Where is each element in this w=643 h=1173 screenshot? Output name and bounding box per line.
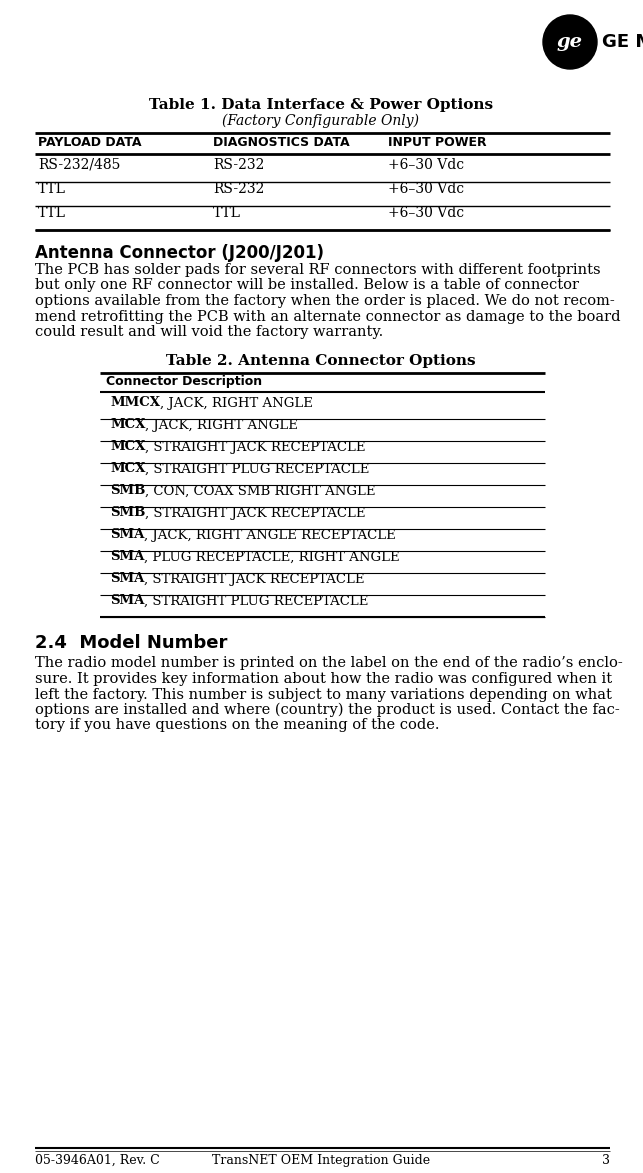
- Text: , CON, COAX SMB RIGHT ANGLE: , CON, COAX SMB RIGHT ANGLE: [145, 484, 376, 497]
- Text: options are installed and where (country) the product is used. Contact the fac-: options are installed and where (country…: [35, 703, 620, 718]
- Text: Table 2. Antenna Connector Options: Table 2. Antenna Connector Options: [166, 354, 476, 368]
- Text: SMA: SMA: [110, 550, 145, 563]
- Text: TransNET OEM Integration Guide: TransNET OEM Integration Guide: [212, 1154, 430, 1167]
- Text: 3: 3: [602, 1154, 610, 1167]
- Text: ge: ge: [557, 33, 583, 50]
- Text: SMA: SMA: [110, 595, 145, 608]
- Text: MCX: MCX: [110, 441, 145, 454]
- Text: sure. It provides key information about how the radio was configured when it: sure. It provides key information about …: [35, 672, 612, 686]
- Text: , JACK, RIGHT ANGLE: , JACK, RIGHT ANGLE: [160, 396, 313, 409]
- Text: SMA: SMA: [110, 572, 145, 585]
- Text: RS-232: RS-232: [213, 158, 264, 172]
- Text: but only one RF connector will be installed. Below is a table of connector: but only one RF connector will be instal…: [35, 278, 579, 292]
- Text: TTL: TTL: [38, 206, 66, 221]
- Text: (Factory Configurable Only): (Factory Configurable Only): [222, 114, 419, 128]
- Text: MMCX: MMCX: [110, 396, 160, 409]
- Text: RS-232/485: RS-232/485: [38, 158, 120, 172]
- Text: 2.4  Model Number: 2.4 Model Number: [35, 635, 228, 652]
- Text: , STRAIGHT PLUG RECEPTACLE: , STRAIGHT PLUG RECEPTACLE: [145, 462, 370, 475]
- Ellipse shape: [543, 15, 597, 69]
- Text: could result and will void the factory warranty.: could result and will void the factory w…: [35, 325, 383, 339]
- Text: TTL: TTL: [213, 206, 241, 221]
- Text: Table 1. Data Interface & Power Options: Table 1. Data Interface & Power Options: [149, 99, 493, 111]
- Text: TTL: TTL: [38, 182, 66, 196]
- Text: , STRAIGHT JACK RECEPTACLE: , STRAIGHT JACK RECEPTACLE: [145, 507, 366, 520]
- Text: PAYLOAD DATA: PAYLOAD DATA: [38, 136, 141, 149]
- Text: The PCB has solder pads for several RF connectors with different footprints: The PCB has solder pads for several RF c…: [35, 263, 601, 277]
- Text: , JACK, RIGHT ANGLE: , JACK, RIGHT ANGLE: [145, 419, 298, 432]
- Text: MCX: MCX: [110, 419, 145, 432]
- Text: +6–30 Vdc: +6–30 Vdc: [388, 182, 464, 196]
- Text: tory if you have questions on the meaning of the code.: tory if you have questions on the meanin…: [35, 719, 440, 732]
- Text: , STRAIGHT JACK RECEPTACLE: , STRAIGHT JACK RECEPTACLE: [145, 441, 366, 454]
- Text: +6–30 Vdc: +6–30 Vdc: [388, 158, 464, 172]
- Text: Antenna Connector (J200/J201): Antenna Connector (J200/J201): [35, 244, 324, 262]
- Text: mend retrofitting the PCB with an alternate connector as damage to the board: mend retrofitting the PCB with an altern…: [35, 310, 620, 324]
- Text: , JACK, RIGHT ANGLE RECEPTACLE: , JACK, RIGHT ANGLE RECEPTACLE: [145, 529, 396, 542]
- Text: GE MDS: GE MDS: [602, 33, 643, 50]
- Text: , STRAIGHT JACK RECEPTACLE: , STRAIGHT JACK RECEPTACLE: [145, 572, 365, 585]
- Text: RS-232: RS-232: [213, 182, 264, 196]
- Text: left the factory. This number is subject to many variations depending on what: left the factory. This number is subject…: [35, 687, 612, 701]
- Text: The radio model number is printed on the label on the end of the radio’s enclo-: The radio model number is printed on the…: [35, 657, 623, 671]
- Text: SMB: SMB: [110, 507, 145, 520]
- Text: SMA: SMA: [110, 529, 145, 542]
- Text: +6–30 Vdc: +6–30 Vdc: [388, 206, 464, 221]
- Text: SMB: SMB: [110, 484, 145, 497]
- Text: , PLUG RECEPTACLE, RIGHT ANGLE: , PLUG RECEPTACLE, RIGHT ANGLE: [145, 550, 400, 563]
- Text: MCX: MCX: [110, 462, 145, 475]
- Text: INPUT POWER: INPUT POWER: [388, 136, 487, 149]
- Text: , STRAIGHT PLUG RECEPTACLE: , STRAIGHT PLUG RECEPTACLE: [145, 595, 368, 608]
- Text: Connector Description: Connector Description: [106, 375, 262, 388]
- Text: 05-3946A01, Rev. C: 05-3946A01, Rev. C: [35, 1154, 159, 1167]
- Text: options available from the factory when the order is placed. We do not recom-: options available from the factory when …: [35, 294, 615, 308]
- Text: DIAGNOSTICS DATA: DIAGNOSTICS DATA: [213, 136, 350, 149]
